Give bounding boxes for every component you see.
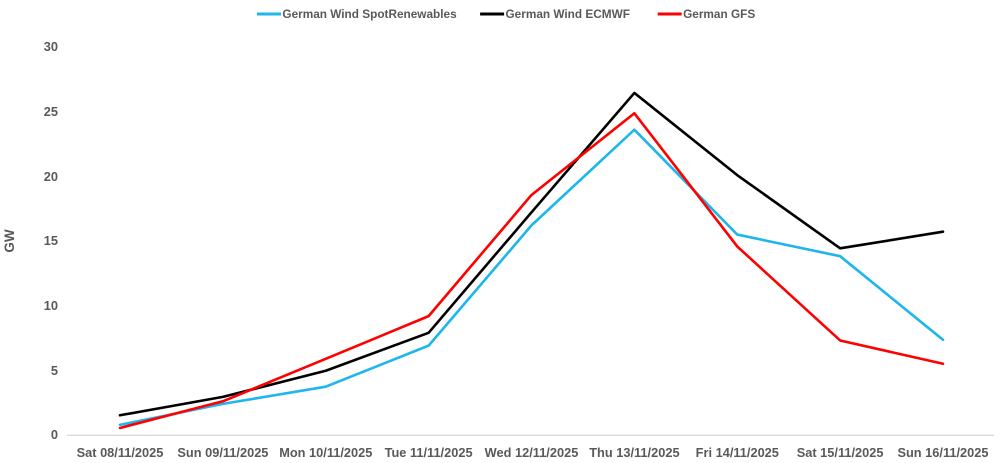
svg-text:0: 0 [51,427,58,442]
svg-text:Fri 14/11/2025: Fri 14/11/2025 [696,445,779,460]
svg-text:10: 10 [44,298,58,313]
svg-text:30: 30 [44,39,58,54]
svg-text:20: 20 [44,169,58,184]
svg-text:Wed 12/11/2025: Wed 12/11/2025 [485,445,579,460]
svg-text:Mon 10/11/2025: Mon 10/11/2025 [279,445,372,460]
svg-text:Sun 09/11/2025: Sun 09/11/2025 [177,445,268,460]
svg-text:Sat 08/11/2025: Sat 08/11/2025 [77,445,164,460]
svg-text:German Wind ECMWF: German Wind ECMWF [506,7,630,21]
svg-text:Sun 16/11/2025: Sun 16/11/2025 [897,445,988,460]
svg-text:German Wind SpotRenewables: German Wind SpotRenewables [282,7,457,21]
svg-text:Tue 11/11/2025: Tue 11/11/2025 [385,445,473,460]
svg-text:GW: GW [2,229,17,253]
svg-text:15: 15 [44,233,58,248]
svg-text:Thu 13/11/2025: Thu 13/11/2025 [589,445,679,460]
svg-text:25: 25 [44,104,58,119]
svg-text:5: 5 [51,363,58,378]
svg-text:Sat 15/11/2025: Sat 15/11/2025 [797,445,884,460]
svg-text:German GFS: German GFS [683,7,755,21]
